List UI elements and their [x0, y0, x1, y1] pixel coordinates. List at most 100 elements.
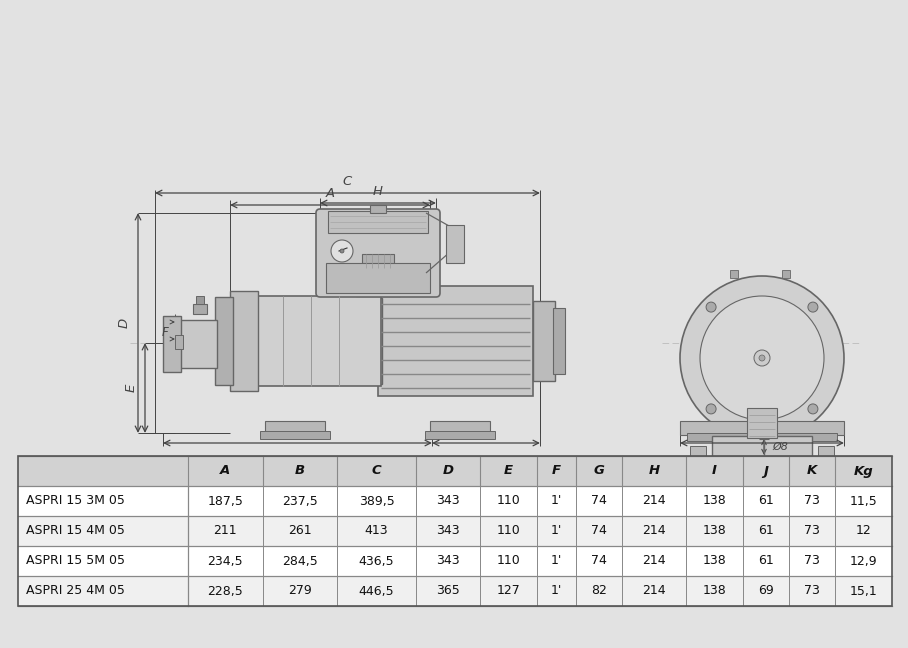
Text: G: G [594, 465, 605, 478]
Bar [744, 496, 780, 524]
Text: 73: 73 [804, 524, 820, 537]
Bar [18, 456, 892, 606]
Text: 1': 1' [551, 524, 562, 537]
Bar [687, 433, 837, 441]
Bar [230, 291, 258, 391]
Text: Kg: Kg [854, 465, 873, 478]
Text: 343: 343 [436, 494, 459, 507]
Bar [737, 526, 759, 538]
Bar [18, 486, 892, 516]
Text: B: B [293, 455, 302, 468]
Text: A: A [325, 187, 334, 200]
Text: I: I [712, 465, 716, 478]
Text: 211: 211 [213, 524, 237, 537]
Text: E: E [125, 384, 138, 392]
Text: 214: 214 [642, 555, 666, 568]
Circle shape [706, 404, 716, 414]
Bar [265, 421, 325, 433]
Text: 1': 1' [551, 555, 562, 568]
Text: C: C [371, 465, 381, 478]
Text: 82: 82 [591, 584, 607, 597]
Bar [730, 270, 738, 278]
Circle shape [754, 350, 770, 366]
Text: F: F [162, 327, 168, 340]
Text: ASPRI 25 4M 05: ASPRI 25 4M 05 [26, 584, 125, 597]
Circle shape [759, 355, 765, 361]
Bar [446, 225, 464, 263]
Text: D: D [118, 318, 131, 328]
Text: 214: 214 [642, 584, 666, 597]
Text: B: B [295, 465, 305, 478]
Text: ASPRI 15 4M 05: ASPRI 15 4M 05 [26, 524, 125, 537]
Bar [720, 488, 804, 498]
FancyBboxPatch shape [316, 209, 440, 297]
Text: 365: 365 [436, 584, 459, 597]
Text: F: F [745, 529, 752, 542]
Bar [370, 205, 386, 213]
Bar [163, 316, 181, 372]
Text: 284,5: 284,5 [282, 555, 318, 568]
Bar [704, 476, 820, 490]
Text: K: K [772, 534, 780, 547]
Bar [747, 408, 777, 438]
Bar [18, 456, 892, 486]
Circle shape [680, 276, 844, 440]
Bar [680, 421, 844, 435]
Text: 279: 279 [288, 584, 311, 597]
Bar [782, 270, 790, 278]
Bar [196, 296, 204, 304]
Text: 413: 413 [365, 524, 389, 537]
Bar [553, 308, 565, 374]
Text: ASPRI 15 5M 05: ASPRI 15 5M 05 [26, 555, 125, 568]
Text: K: K [807, 465, 817, 478]
Text: 261: 261 [288, 524, 311, 537]
Text: C: C [343, 175, 352, 188]
Text: 61: 61 [758, 494, 774, 507]
Circle shape [706, 302, 716, 312]
Text: 187,5: 187,5 [207, 494, 243, 507]
Text: 12,9: 12,9 [850, 555, 877, 568]
Text: 61: 61 [758, 555, 774, 568]
Bar [260, 431, 330, 439]
Text: 15,1: 15,1 [850, 584, 877, 597]
Text: I: I [760, 455, 764, 468]
Text: 389,5: 389,5 [359, 494, 394, 507]
Text: 446,5: 446,5 [359, 584, 394, 597]
Bar [425, 431, 495, 439]
Bar [175, 335, 183, 349]
Circle shape [700, 296, 824, 420]
Circle shape [331, 240, 353, 262]
Text: 138: 138 [703, 494, 726, 507]
Text: H: H [648, 465, 659, 478]
Text: 110: 110 [497, 494, 520, 507]
Bar [533, 301, 555, 381]
Text: 138: 138 [703, 555, 726, 568]
Bar [712, 436, 812, 478]
Text: F: F [552, 465, 561, 478]
Bar [328, 211, 428, 233]
Text: 73: 73 [804, 555, 820, 568]
Bar [356, 266, 400, 296]
Text: H: H [373, 185, 383, 198]
Bar [18, 576, 892, 606]
Text: E: E [504, 465, 513, 478]
Text: 1': 1' [551, 494, 562, 507]
Text: J: J [764, 465, 768, 478]
Text: 12: 12 [855, 524, 872, 537]
Text: 234,5: 234,5 [207, 555, 243, 568]
Text: 74: 74 [591, 555, 607, 568]
Text: 1': 1' [551, 584, 562, 597]
Text: 74: 74 [591, 524, 607, 537]
Text: 214: 214 [642, 524, 666, 537]
Text: 110: 110 [497, 555, 520, 568]
Circle shape [340, 249, 344, 253]
Bar [326, 263, 430, 293]
Text: 237,5: 237,5 [282, 494, 318, 507]
Text: 343: 343 [436, 555, 459, 568]
Bar [193, 304, 207, 314]
Text: A: A [220, 465, 231, 478]
Text: 73: 73 [804, 584, 820, 597]
Text: ASPRI 15 3M 05: ASPRI 15 3M 05 [26, 494, 125, 507]
Bar [818, 446, 834, 468]
Text: D: D [442, 465, 453, 478]
